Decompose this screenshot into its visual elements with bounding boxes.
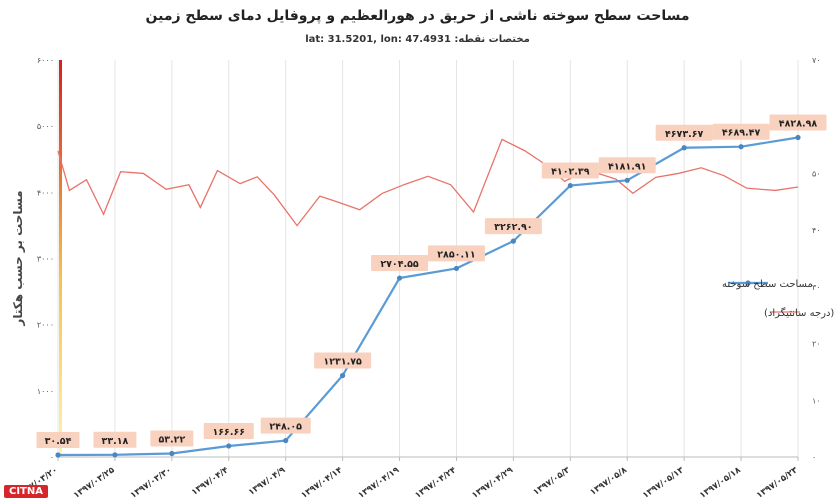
data-label: ۱۲۳۱.۷۵ [323,356,362,367]
y-axis-label: مساحت بر حسب هکتار [11,190,25,326]
burned-area-point [226,443,232,449]
data-label: ۴۶۸۹.۴۷ [722,128,761,139]
burned-area-point [340,372,346,379]
data-label-box [36,431,80,448]
y-tick-label: ۳۰۰۰ [37,255,54,264]
burned-area-point [283,437,289,444]
data-label: ۲۷۰۴.۵۵ [380,259,419,270]
data-label: ۵۳.۲۲ [158,434,185,445]
legend: مساحت سطح سوخته دمای سطح زمین (درجه سانتی… [722,279,835,319]
y-tick-label: ۵۰۰۰ [37,122,54,131]
data-label: ۴۸۲۸.۹۸ [779,118,818,129]
burned-area-point [795,134,801,141]
burned-area-line [57,136,799,457]
y2-tick-label: ۵۰ [812,169,821,178]
x-tick-label: ۱۳۹۷/۰۴/۲۴ [413,465,458,501]
subtitle-coords: lat: 31.5201, lon: 47.4931 [305,34,451,45]
data-label: ۲۸۵۰.۱۱ [437,249,475,260]
burned-area-point [453,265,460,272]
x-axis: ۱۳۹۷/۰۳/۲۰ ۱۳۹۷/۰۳/۲۵ ۱۳۹۷/۰۳/۳۰ ۱۳۹۷/۰۴/۴ ۱… [15,456,800,501]
y-tick-label: ۴۰۰۰ [37,188,54,197]
legend-marker-area [745,280,751,286]
data-label-box [712,123,770,140]
x-tick-label: ۱۳۹۷/۰۴/۲۹ [470,465,515,501]
y-axis: ۰ ۱۰۰۰ ۲۰۰۰ ۳۰۰۰ ۴۰۰۰ ۵۰۰۰ ۶۰۰۰ [37,56,54,462]
chart-subtitle: مختصات نقطه: lat: 31.5201, lon: 47.4931 [0,34,835,45]
data-label-box [150,430,194,447]
burned-area-series [55,134,801,458]
temperature-series [57,138,799,227]
y-tick-label: ۱۰۰۰ [37,387,54,396]
data-label-box [203,422,254,439]
burned-area-point [55,452,61,458]
burned-area-point [624,177,630,183]
x-tick-label: ۱۳۹۷/۰۴/۹ [247,465,288,498]
x-tick-label: ۱۳۹۷/۰۵/۱۳ [641,465,686,501]
y2-tick-label: ۱۰ [812,396,821,405]
y-tick-label: ۶۰۰۰ [37,56,54,65]
data-label-box [484,218,542,235]
burned-area-point [738,144,744,150]
data-label-box [371,255,429,272]
citna-logo: CITNA [4,485,48,498]
x-tick-label: ۱۳۹۷/۰۵/۲۳ [755,465,800,501]
burned-area-point [567,182,573,189]
data-label: ۳۳.۱۸ [102,436,129,447]
data-label: ۳۰.۵۴ [45,436,72,447]
data-labels: ۳۰.۵۴ ۳۳.۱۸ ۵۳.۲۲ ۱۶۶.۶۶ ۲۴۸.۰۵ ۱۲۳۱.۷۵ ۲۷۰۴.۵… [36,114,827,448]
data-label: ۴۶۷۳.۶۷ [665,129,704,140]
y-axis-gradient-bar [59,60,62,457]
data-label: ۲۴۸.۰۵ [269,422,302,433]
x-tick-label: ۱۳۹۷/۰۵/۸ [588,465,629,498]
x-tick-label: ۱۳۹۷/۰۳/۳۰ [129,465,174,501]
data-label: ۱۶۶.۶۶ [212,427,245,438]
data-label-box [769,114,827,131]
y2-tick-label: ۷۰ [812,56,821,65]
burned-area-point [112,452,118,458]
y2-tick-label: ۲۰ [812,340,821,349]
burned-area-point [169,450,175,457]
y-tick-label: ۲۰۰۰ [37,321,54,330]
burned-area-point [396,275,403,281]
burned-area-point [510,238,516,244]
data-label-box [427,245,485,262]
legend-label-temperature: دمای سطح زمین (درجه سانتیگراد) [764,307,835,319]
data-label-box [314,352,372,369]
data-label-box [541,162,599,179]
chart-title: مساحت سطح سوخته ناشی از حریق در هورالعظی… [145,8,690,24]
x-tick-label: ۱۳۹۷/۰۳/۲۵ [72,465,117,501]
data-label: ۴۱۸۱.۹۱ [608,161,646,172]
legend-label-area: مساحت سطح سوخته [722,279,813,290]
data-label-box [655,124,713,141]
x-tick-label: ۱۳۹۷/۰۵/۳ [531,465,572,498]
y-tick-label: ۰ [50,453,54,462]
subtitle-label: مختصات نقطه: [454,34,530,45]
y2-tick-label: ۳۰ [812,283,821,292]
data-label: ۳۲۶۲.۹۰ [494,222,532,233]
x-tick-label: ۱۳۹۷/۰۴/۱۹ [356,465,401,501]
burned-area-point [681,145,687,151]
x-tick-label: ۱۳۹۷/۰۴/۴ [190,465,231,498]
x-tick-label: ۱۳۹۷/۰۴/۱۴ [300,465,345,501]
y2-tick-label: ۴۰ [812,226,821,235]
data-label-box [598,157,656,174]
data-label-box [93,431,137,448]
x-tick-label: ۱۳۹۷/۰۵/۱۸ [698,465,743,501]
data-label: ۴۱۰۲.۳۹ [551,167,590,178]
y2-tick-label: ۰ [812,453,816,462]
data-label-box [260,417,311,434]
temperature-line [57,138,799,227]
